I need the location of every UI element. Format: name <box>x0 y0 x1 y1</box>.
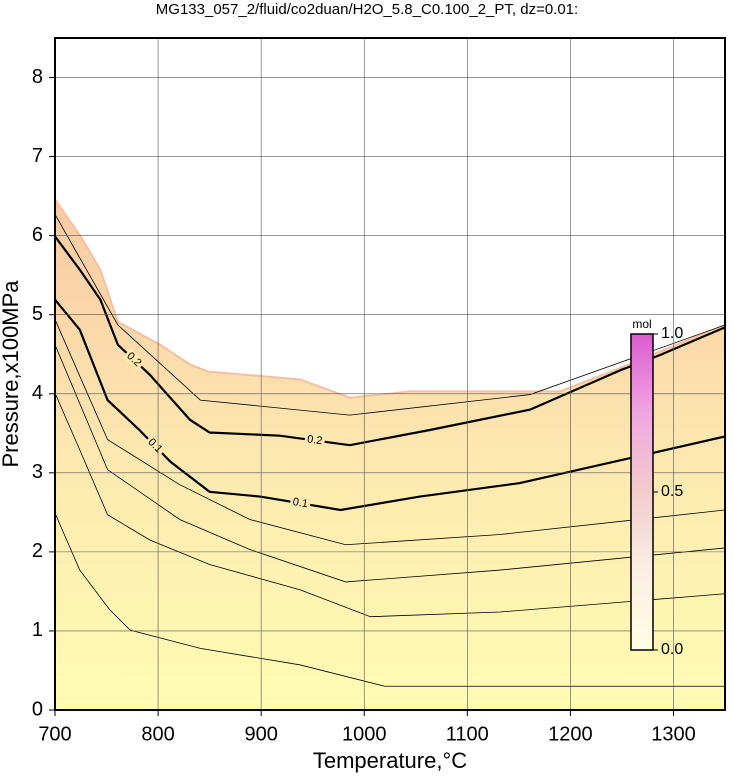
contour-line <box>55 214 725 416</box>
contour-label-bg <box>289 495 312 511</box>
field-fill <box>55 199 725 710</box>
x-tick-label: 1200 <box>548 723 593 745</box>
contour-line <box>55 235 725 447</box>
colorbar-label: mol <box>632 317 651 331</box>
colorbar-tick-label: 1.0 <box>661 325 683 342</box>
contour-label-bg <box>122 348 146 371</box>
plot-frame <box>54 37 726 711</box>
contour-line <box>55 298 725 512</box>
y-tick-label: 6 <box>32 224 43 246</box>
x-tick-label: 1300 <box>651 723 696 745</box>
chart-title: MG133_057_2/fluid/co2duan/H2O_5.8_C0.100… <box>156 1 578 18</box>
y-tick-label: 4 <box>32 382 43 404</box>
plot-area: 0.10.10.20.2 <box>55 198 725 710</box>
x-tick-label: 900 <box>244 723 277 745</box>
colorbar-tick-label: 0.0 <box>661 641 683 658</box>
colorbar <box>630 333 654 651</box>
contour-line <box>55 344 725 583</box>
contour-line <box>55 512 725 687</box>
y-tick-label: 2 <box>32 540 43 562</box>
contour-label: 0.2 <box>306 433 323 447</box>
x-tick-label: 1100 <box>446 723 489 745</box>
y-tick-label: 1 <box>32 619 43 641</box>
x-axis-label: Temperature,°C <box>313 748 467 773</box>
contour-line <box>55 392 725 618</box>
field-boundary <box>55 198 725 399</box>
contour-line <box>55 319 725 546</box>
colorbar-tick-label: 0.5 <box>661 483 683 500</box>
y-tick-label: 8 <box>32 66 43 88</box>
x-tick-label: 1000 <box>342 723 387 745</box>
contour-label: 0.1 <box>292 496 309 510</box>
y-tick-label: 3 <box>32 461 43 483</box>
y-tick-label: 0 <box>32 698 43 720</box>
contour-label-bg <box>304 433 326 448</box>
x-tick-label: 800 <box>141 723 174 745</box>
x-tick-label: 700 <box>38 723 71 745</box>
contour-label-bg <box>143 434 167 458</box>
y-tick-label: 5 <box>32 303 43 325</box>
y-tick-label: 7 <box>32 145 43 167</box>
y-axis-label: Pressure,x100MPa <box>0 280 23 468</box>
